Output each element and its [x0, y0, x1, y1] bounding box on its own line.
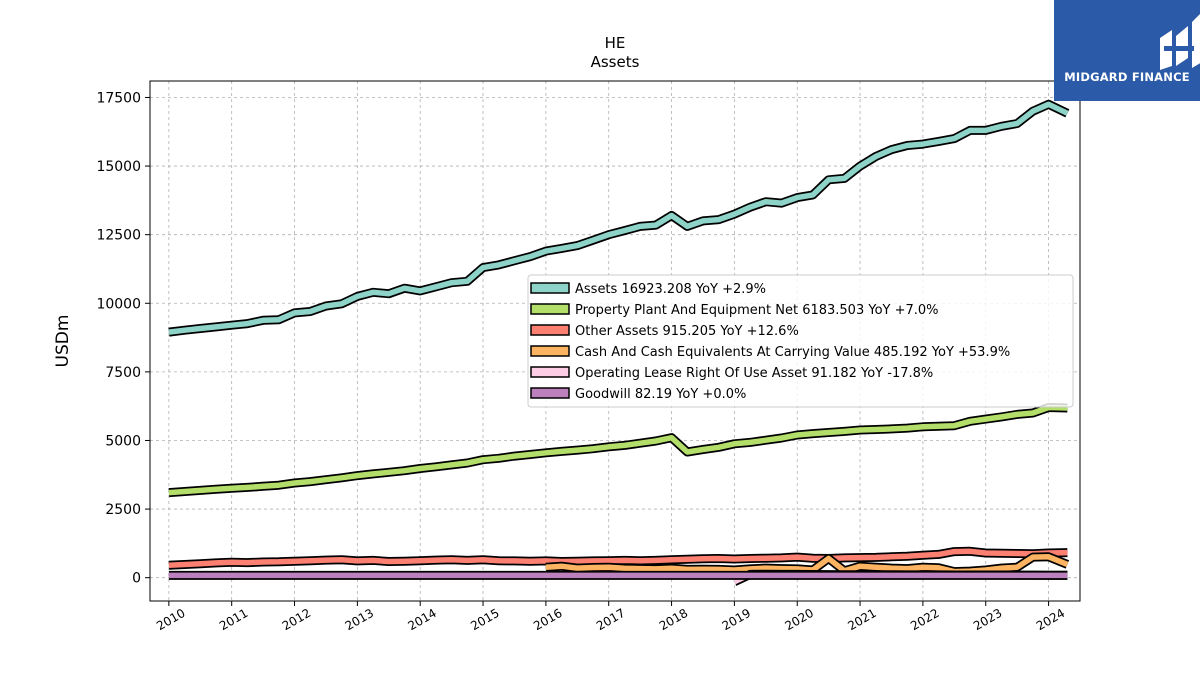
x-tick-label: 2015 — [468, 606, 501, 633]
series-line — [168, 101, 1069, 335]
legend-swatch — [530, 282, 570, 294]
y-tick-label: 0 — [132, 571, 141, 587]
x-tick-label: 2014 — [405, 606, 438, 633]
x-tick-label: 2022 — [908, 606, 941, 633]
x-tick-label: 2023 — [971, 606, 1004, 633]
y-tick-label: 15000 — [96, 159, 141, 175]
legend-entry: Other Assets 915.205 YoY +12.6% — [575, 324, 799, 339]
series-lines — [168, 99, 1070, 586]
legend-swatch — [530, 324, 570, 336]
chart-title: HE — [605, 34, 626, 52]
brand-logo: MIDGARD FINANCE — [1054, 0, 1200, 101]
x-tick-label: 2011 — [217, 606, 250, 633]
legend: Assets 16923.208 YoY +2.9% Property Plant… — [527, 274, 1074, 408]
y-tick-label: 2500 — [105, 502, 141, 518]
chart-subtitle: Assets — [591, 53, 640, 71]
legend-entry: Assets 16923.208 YoY +2.9% — [575, 282, 766, 297]
x-tick-label: 2012 — [280, 606, 313, 633]
legend-entry: Goodwill 82.19 YoY +0.0% — [575, 387, 746, 402]
brand-name: MIDGARD FINANCE — [1064, 70, 1190, 84]
x-axis-ticks: 2010 2011 2012 2013 2014 2015 2016 2017 2018 2019… — [154, 601, 1067, 633]
x-tick-label: 2013 — [343, 606, 376, 633]
legend-entry: Cash And Cash Equivalents At Carrying Va… — [575, 345, 1010, 360]
y-tick-label: 10000 — [96, 296, 141, 312]
x-tick-label: 2024 — [1034, 606, 1067, 633]
midgard-logo-icon — [1160, 14, 1200, 70]
x-tick-label: 2010 — [154, 606, 187, 633]
x-tick-label: 2017 — [594, 606, 627, 633]
y-tick-label: 5000 — [105, 433, 141, 449]
x-tick-label: 2018 — [657, 606, 690, 633]
legend-entry: Operating Lease Right Of Use Asset 91.18… — [575, 366, 933, 381]
y-tick-label: 12500 — [96, 228, 141, 244]
x-tick-label: 2019 — [720, 606, 753, 633]
legend-swatch — [530, 387, 570, 399]
y-axis-ticks: 0 2500 5000 7500 10000 12500 15000 17500 — [96, 90, 150, 587]
series-line — [168, 548, 1068, 569]
legend-box — [527, 274, 1074, 408]
legend-entry: Property Plant And Equipment Net 6183.50… — [575, 303, 939, 318]
legend-swatch — [530, 366, 570, 378]
x-tick-label: 2020 — [783, 606, 816, 633]
y-axis-label: USDm — [53, 315, 73, 368]
legend-swatch — [530, 345, 570, 357]
x-tick-label: 2016 — [531, 606, 564, 633]
y-tick-label: 7500 — [105, 365, 141, 381]
x-tick-label: 2021 — [845, 606, 878, 633]
plot-frame — [149, 80, 1081, 602]
legend-swatch — [530, 303, 570, 315]
series-line — [168, 404, 1068, 496]
y-tick-label: 17500 — [96, 90, 141, 106]
